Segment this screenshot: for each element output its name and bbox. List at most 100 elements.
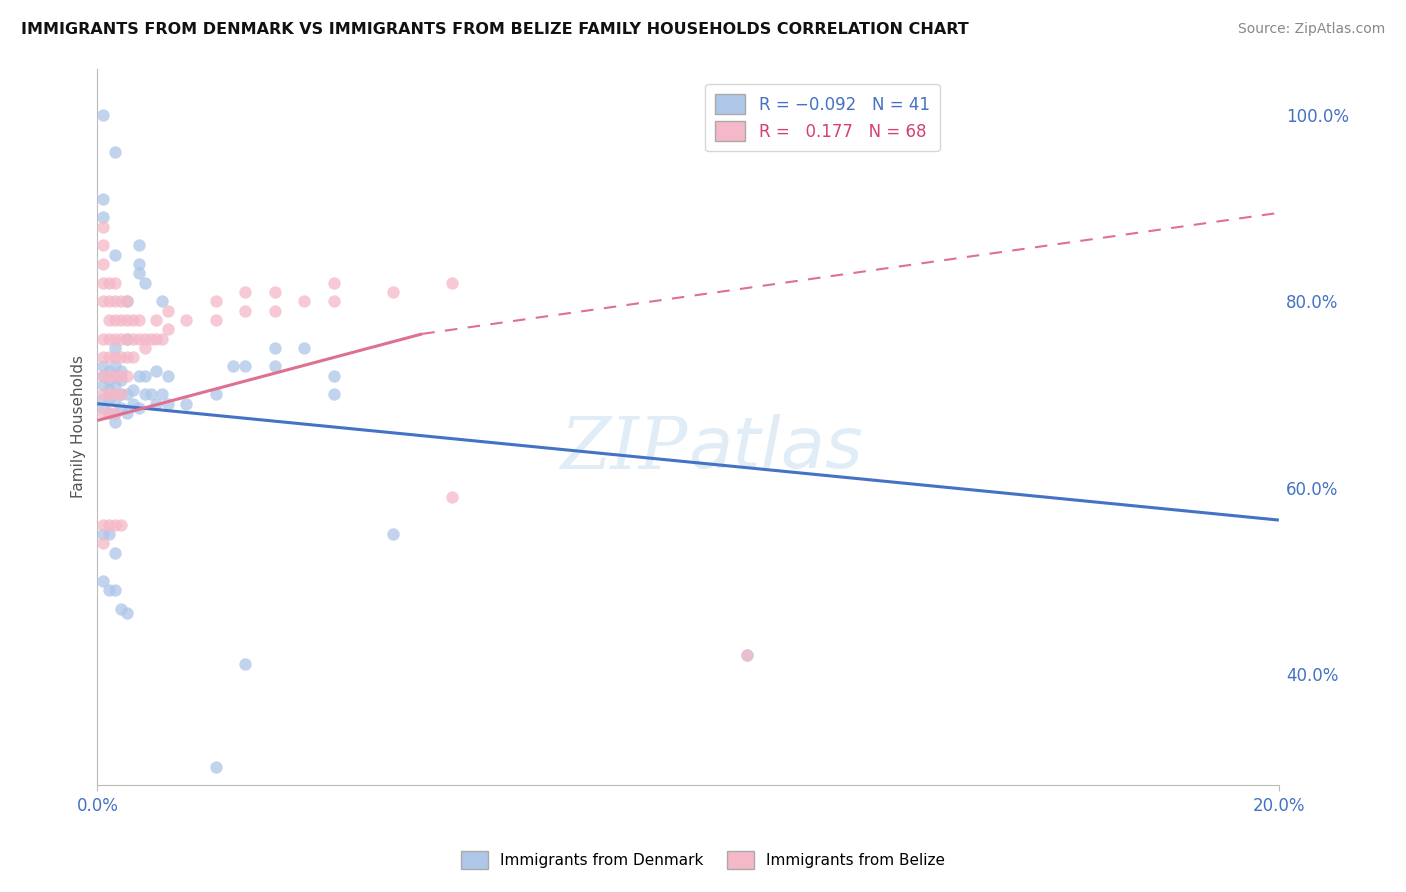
Point (98, 517, 121, 532)
Point (263, 359, 285, 374)
Point (91, 387, 114, 401)
Point (98, 383, 121, 397)
Point (104, 368, 127, 383)
Point (110, 401, 132, 416)
Point (104, 145, 127, 160)
Point (145, 332, 167, 346)
Point (104, 387, 127, 401)
Point (98, 582, 121, 597)
Point (292, 294, 315, 309)
Point (110, 373, 132, 387)
Point (128, 257, 150, 271)
Point (381, 527, 404, 541)
Point (91, 574, 114, 588)
Point (104, 415, 127, 429)
Point (104, 359, 127, 374)
Point (110, 368, 132, 383)
Point (98, 294, 121, 309)
Point (233, 359, 256, 374)
Point (440, 490, 463, 504)
Point (98, 350, 121, 364)
Point (145, 397, 167, 411)
Point (134, 332, 156, 346)
Point (110, 387, 132, 401)
Point (134, 341, 156, 355)
Point (98, 527, 121, 541)
Point (110, 313, 132, 327)
Point (128, 266, 150, 280)
Point (150, 332, 173, 346)
Point (98, 392, 121, 406)
Point (735, 648, 758, 662)
Point (115, 313, 138, 327)
Point (104, 392, 127, 406)
Legend: Immigrants from Denmark, Immigrants from Belize: Immigrants from Denmark, Immigrants from… (454, 845, 952, 875)
Point (115, 294, 138, 309)
Point (150, 387, 173, 401)
Point (174, 313, 197, 327)
Point (98, 373, 121, 387)
Point (91, 378, 114, 392)
Point (115, 606, 138, 620)
Point (121, 313, 143, 327)
Point (115, 350, 138, 364)
Point (222, 359, 245, 374)
Point (98, 364, 121, 378)
Point (104, 341, 127, 355)
Point (104, 368, 127, 383)
Point (145, 313, 167, 327)
Point (91, 406, 114, 420)
Point (157, 303, 180, 318)
Point (204, 313, 226, 327)
Point (128, 401, 150, 416)
Point (204, 760, 226, 774)
Point (139, 387, 162, 401)
Point (292, 341, 315, 355)
Point (115, 368, 138, 383)
Point (98, 368, 121, 383)
Point (139, 332, 162, 346)
Point (121, 383, 143, 397)
Point (98, 276, 121, 290)
Point (263, 303, 285, 318)
Point (91, 257, 114, 271)
Text: IMMIGRANTS FROM DENMARK VS IMMIGRANTS FROM BELIZE FAMILY HOUSEHOLDS CORRELATION : IMMIGRANTS FROM DENMARK VS IMMIGRANTS FR… (21, 22, 969, 37)
Point (91, 517, 114, 532)
Point (115, 294, 138, 309)
Point (104, 406, 127, 420)
Point (381, 285, 404, 299)
Point (233, 285, 256, 299)
Point (150, 294, 173, 309)
Point (104, 378, 127, 392)
Point (121, 397, 143, 411)
Point (115, 387, 138, 401)
Point (110, 350, 132, 364)
Point (322, 294, 344, 309)
Point (104, 332, 127, 346)
Point (91, 276, 114, 290)
Point (322, 276, 344, 290)
Point (134, 368, 156, 383)
Point (115, 406, 138, 420)
Point (91, 332, 114, 346)
Point (91, 350, 114, 364)
Point (104, 406, 127, 420)
Point (110, 332, 132, 346)
Point (115, 332, 138, 346)
Point (440, 276, 463, 290)
Point (91, 401, 114, 416)
Point (233, 303, 256, 318)
Point (233, 657, 256, 672)
Point (128, 313, 150, 327)
Point (145, 364, 167, 378)
Point (98, 406, 121, 420)
Legend: R = −0.092   N = 41, R =   0.177   N = 68: R = −0.092 N = 41, R = 0.177 N = 68 (706, 84, 939, 152)
Text: Source: ZipAtlas.com: Source: ZipAtlas.com (1237, 22, 1385, 37)
Point (157, 322, 180, 336)
Text: ZIP: ZIP (561, 413, 688, 483)
Point (174, 397, 197, 411)
Point (110, 517, 132, 532)
Point (121, 350, 143, 364)
Point (110, 601, 132, 615)
Point (98, 387, 121, 401)
